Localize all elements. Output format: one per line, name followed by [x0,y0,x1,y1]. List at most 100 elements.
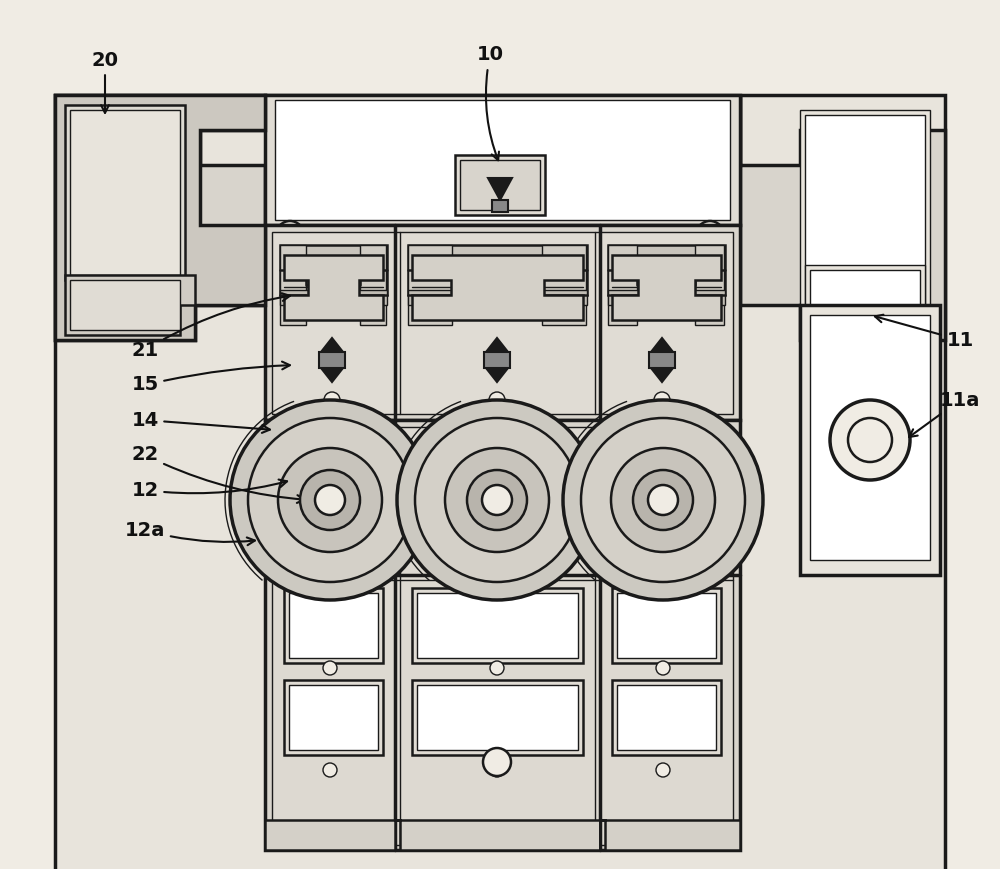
Circle shape [648,485,678,515]
Polygon shape [55,95,265,340]
Bar [612,588,721,663]
Bar [608,290,725,305]
Circle shape [490,426,504,440]
Text: 21: 21 [131,293,290,360]
Circle shape [848,418,892,462]
Text: 11a: 11a [909,390,980,437]
Circle shape [656,763,670,777]
Polygon shape [612,255,721,320]
Bar [408,290,587,305]
Bar [272,232,733,414]
Circle shape [489,392,505,408]
Bar [412,680,583,755]
Bar [289,593,378,658]
Text: 14: 14 [131,410,270,433]
Bar [612,680,721,755]
Polygon shape [740,95,945,340]
Polygon shape [265,820,740,850]
Bar [280,245,306,325]
Bar [360,245,386,325]
Circle shape [830,400,910,480]
Text: 12a: 12a [125,521,255,545]
Polygon shape [321,338,343,352]
Bar [70,280,180,330]
Bar [280,245,387,295]
Bar [695,245,724,325]
Bar [810,270,920,325]
Bar [284,588,383,663]
Bar [649,352,675,368]
Bar [265,420,740,850]
Bar [70,110,185,310]
Circle shape [490,661,504,675]
Circle shape [445,448,549,552]
Circle shape [323,565,337,579]
Text: 15: 15 [131,362,290,395]
Circle shape [633,470,693,530]
Polygon shape [651,368,673,382]
Polygon shape [486,368,508,382]
Bar [265,225,740,420]
Bar [265,95,740,225]
Circle shape [696,221,724,249]
Bar [805,265,925,330]
Bar [492,200,508,212]
Bar [289,685,378,750]
Bar [617,593,716,658]
Bar [319,352,345,368]
Circle shape [483,748,511,776]
Polygon shape [412,255,583,320]
Text: 11: 11 [875,315,974,349]
Circle shape [300,470,360,530]
Polygon shape [651,338,673,352]
Circle shape [323,661,337,675]
Circle shape [656,661,670,675]
Circle shape [284,229,296,241]
Bar [65,265,180,330]
Bar [55,95,945,869]
Bar [284,680,383,755]
Circle shape [482,485,512,515]
Circle shape [656,565,670,579]
Bar [800,305,940,575]
Polygon shape [486,338,508,352]
Bar [272,427,733,845]
Bar [280,290,387,305]
Bar [617,685,716,750]
Circle shape [323,426,337,440]
Bar [75,115,180,305]
Circle shape [230,400,430,600]
Polygon shape [321,368,343,382]
Circle shape [467,470,527,530]
Circle shape [581,418,745,582]
Circle shape [248,418,412,582]
Bar [412,588,583,663]
Bar [810,315,930,560]
Circle shape [654,392,670,408]
Bar [542,245,586,325]
Circle shape [276,221,304,249]
Circle shape [415,418,579,582]
Bar [408,245,587,295]
Bar [75,285,115,320]
Bar [608,245,637,325]
Bar [275,100,730,220]
Circle shape [704,229,716,241]
Polygon shape [65,275,195,335]
Circle shape [563,400,763,600]
Bar [408,245,452,325]
Circle shape [278,448,382,552]
Polygon shape [284,255,383,320]
Polygon shape [488,178,512,200]
Bar [608,245,725,295]
Polygon shape [55,95,265,340]
Circle shape [323,763,337,777]
Bar [65,105,185,280]
Bar [455,155,545,215]
Circle shape [397,400,597,600]
Circle shape [490,565,504,579]
Bar [70,110,180,275]
Circle shape [611,448,715,552]
Circle shape [324,392,340,408]
Bar [484,352,510,368]
